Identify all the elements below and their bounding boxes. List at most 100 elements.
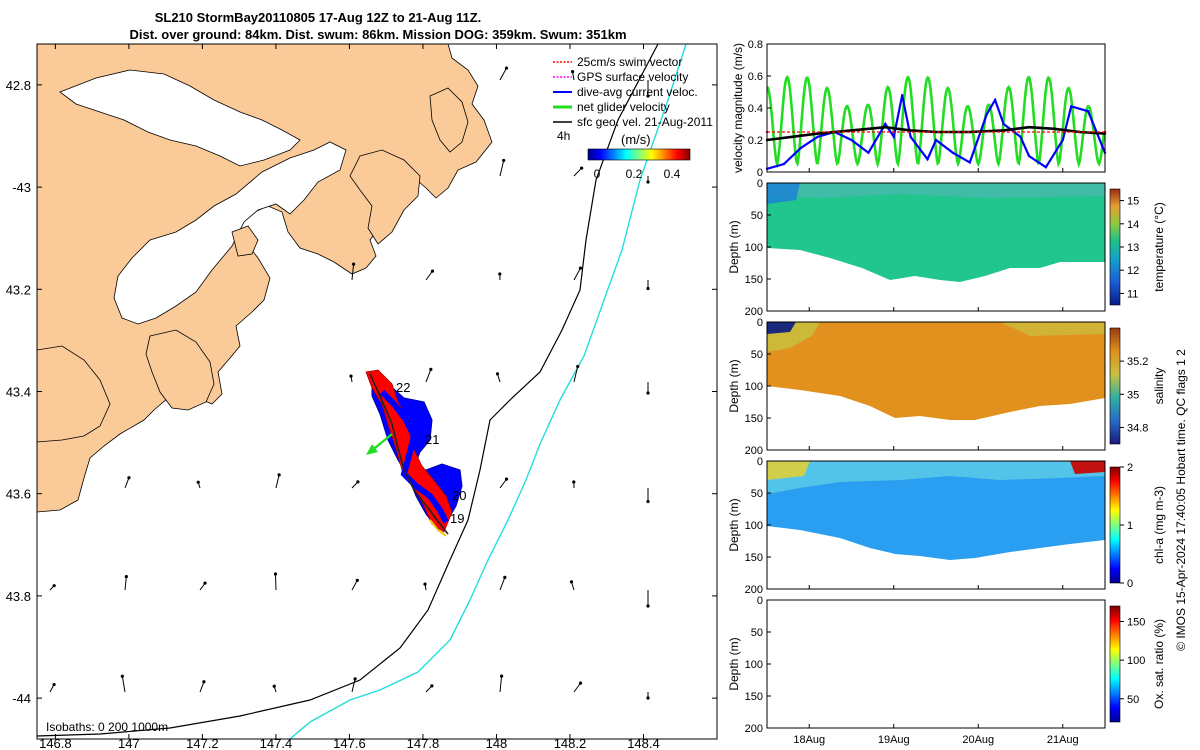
map-x-tick-label: 148.4 bbox=[627, 736, 660, 750]
map-y-tick-label: 43.2 bbox=[6, 282, 31, 297]
temperature-panel: temperature (°C) bbox=[766, 182, 1166, 312]
colorbar-tick-label: 0 bbox=[1127, 578, 1133, 590]
geo-velocity-arrowhead bbox=[718, 495, 721, 498]
day-label-19: 19 bbox=[450, 511, 464, 526]
geo-velocity-arrowhead bbox=[504, 477, 509, 481]
depth-tick-label: 200 bbox=[745, 445, 763, 457]
colorbar-title: (m/s) bbox=[621, 132, 651, 147]
legend-item-gps-velocity: GPS surface velocity bbox=[553, 70, 688, 84]
depth-tick-label: 100 bbox=[745, 242, 763, 254]
series-current-velocity-point bbox=[1019, 135, 1022, 138]
series-geo-velocity-point bbox=[934, 130, 938, 134]
series-current-velocity-point bbox=[782, 162, 786, 166]
colorbar-tick-label: 100 bbox=[1127, 655, 1145, 667]
series-current-velocity-point bbox=[951, 151, 955, 154]
geo-velocity-arrow bbox=[573, 682, 581, 693]
geo-velocity-arrow bbox=[499, 160, 505, 177]
geo-velocity-arrowhead bbox=[578, 266, 583, 270]
colorbar-tick-label: 2 bbox=[1127, 462, 1133, 474]
glider-track-highlight bbox=[429, 519, 447, 537]
depth-tick-label: 150 bbox=[745, 274, 763, 286]
series-geo-velocity-point bbox=[1002, 129, 1005, 132]
colorbar-tick-2: 0.4 bbox=[664, 167, 681, 181]
oxygen-axes-frame bbox=[766, 599, 1106, 729]
figure-title-line-1: SL210 StormBay20110805 17-Aug 12Z to 21-… bbox=[155, 10, 482, 25]
temperature-surface-warm bbox=[767, 183, 1105, 198]
colorbar-tick-0: 0 bbox=[594, 167, 601, 181]
figure-title-line-2: Dist. over ground: 84km. Dist. swum: 86k… bbox=[129, 27, 626, 42]
geo-velocity-arrowhead bbox=[272, 684, 276, 688]
series-current-velocity-point bbox=[884, 122, 887, 126]
geo-velocity-arrowhead bbox=[646, 286, 650, 291]
geo-velocity-arrow bbox=[499, 478, 507, 489]
time-tick-label: 19Aug bbox=[878, 734, 910, 746]
series-current-velocity-point bbox=[993, 98, 997, 102]
geo-velocity-arrow bbox=[121, 676, 126, 693]
map-x-tick-label: 148 bbox=[486, 736, 508, 750]
temperature-colorbar bbox=[1109, 188, 1121, 306]
velocity-y-tick-label: 0.2 bbox=[748, 135, 763, 147]
depth-axis-label: Depth (m) bbox=[727, 220, 741, 273]
legend-label-net-velocity: net glider velocity bbox=[577, 100, 670, 114]
series-current-velocity-point bbox=[892, 135, 895, 138]
depth-tick-label: 150 bbox=[745, 552, 763, 564]
temperature-surface-cool bbox=[767, 183, 800, 204]
current-vector-overlay bbox=[379, 389, 449, 524]
geo-velocity-arrow bbox=[499, 67, 507, 81]
geo-velocity-arrowhead bbox=[202, 680, 206, 684]
map-x-tick-label: 147.4 bbox=[260, 736, 293, 750]
geo-velocity-arrowhead bbox=[570, 70, 575, 74]
chla-surface-peak-west bbox=[767, 461, 810, 480]
series-current-velocity-point bbox=[867, 151, 870, 154]
geo-velocity-arrow bbox=[499, 577, 506, 591]
geo-velocity-arrowhead bbox=[353, 677, 357, 681]
series-geo-velocity-point bbox=[1027, 126, 1031, 129]
geo-velocity-arrowhead bbox=[580, 166, 584, 170]
chla-field bbox=[767, 461, 1105, 560]
legend-label-swim-vector: 25cm/s swim vector bbox=[577, 55, 682, 69]
time-tick-label: 18Aug bbox=[793, 734, 825, 746]
series-current-velocity-point bbox=[1002, 122, 1005, 126]
oxygen-panel: Ox. sat. ratio (%) bbox=[766, 599, 1166, 729]
depth-axis-label: Depth (m) bbox=[727, 498, 741, 551]
geo-velocity-arrowhead bbox=[572, 480, 576, 484]
glider-track: 22 21 20 19 bbox=[365, 369, 466, 537]
geo-velocity-arrow bbox=[124, 477, 130, 489]
velocity-y-tick-label: 0 bbox=[757, 167, 763, 179]
geo-velocity-arrowhead bbox=[429, 367, 433, 371]
legend-item-current: dive-avg current veloc. bbox=[553, 85, 698, 99]
colorbar-tick-label: 34.8 bbox=[1127, 422, 1148, 434]
time-axis: 18Aug 19Aug 20Aug 21Aug bbox=[793, 168, 1079, 746]
geo-velocity-arrow bbox=[124, 576, 127, 591]
chla-surface-peak-east bbox=[1070, 461, 1105, 474]
map-x-tick-label: 147.6 bbox=[333, 736, 366, 750]
series-geo-velocity-point bbox=[791, 135, 794, 138]
series-geo-velocity-point bbox=[884, 126, 887, 129]
geo-velocity-arrow bbox=[351, 580, 358, 591]
time-tick-label: 20Aug bbox=[962, 734, 994, 746]
geo-velocity-arrow bbox=[573, 267, 581, 281]
map-y-tick-label: 43.4 bbox=[6, 385, 31, 400]
velocity-series bbox=[765, 74, 1107, 170]
depth-tick-label: 150 bbox=[745, 413, 763, 425]
geo-velocity-arrow bbox=[351, 264, 355, 281]
colorbar-tick-label: 13 bbox=[1127, 242, 1139, 254]
salinity-colorbar-label: salinity bbox=[1152, 368, 1166, 405]
colorbar-tick-label: 1 bbox=[1127, 520, 1133, 532]
depth-tick-label: 0 bbox=[757, 317, 763, 329]
time-step-label: 4h bbox=[557, 129, 570, 143]
glider-track-line bbox=[369, 373, 449, 535]
series-current-velocity-point bbox=[901, 94, 904, 97]
salinity-field bbox=[767, 322, 1105, 420]
geo-velocity-arrowhead bbox=[718, 386, 721, 389]
geo-velocity-arrow bbox=[499, 676, 503, 693]
geo-velocity-arrowhead bbox=[718, 188, 721, 191]
colorbar-tick-1: 0.2 bbox=[626, 167, 643, 181]
geo-velocity-arrowhead bbox=[499, 674, 504, 678]
legend-label-geo-velocity: sfc geo. vel. 21-Aug-2011 bbox=[577, 115, 713, 129]
land-southwest bbox=[37, 345, 111, 443]
legend-item-geo-velocity: sfc geo. vel. 21-Aug-2011 bbox=[553, 115, 713, 129]
chla-colorbar-label: chl-a (mg m-3) bbox=[1152, 486, 1166, 564]
net-glider-velocity-arrowhead bbox=[366, 444, 378, 455]
map-y-tick-label: 43.6 bbox=[6, 487, 31, 502]
